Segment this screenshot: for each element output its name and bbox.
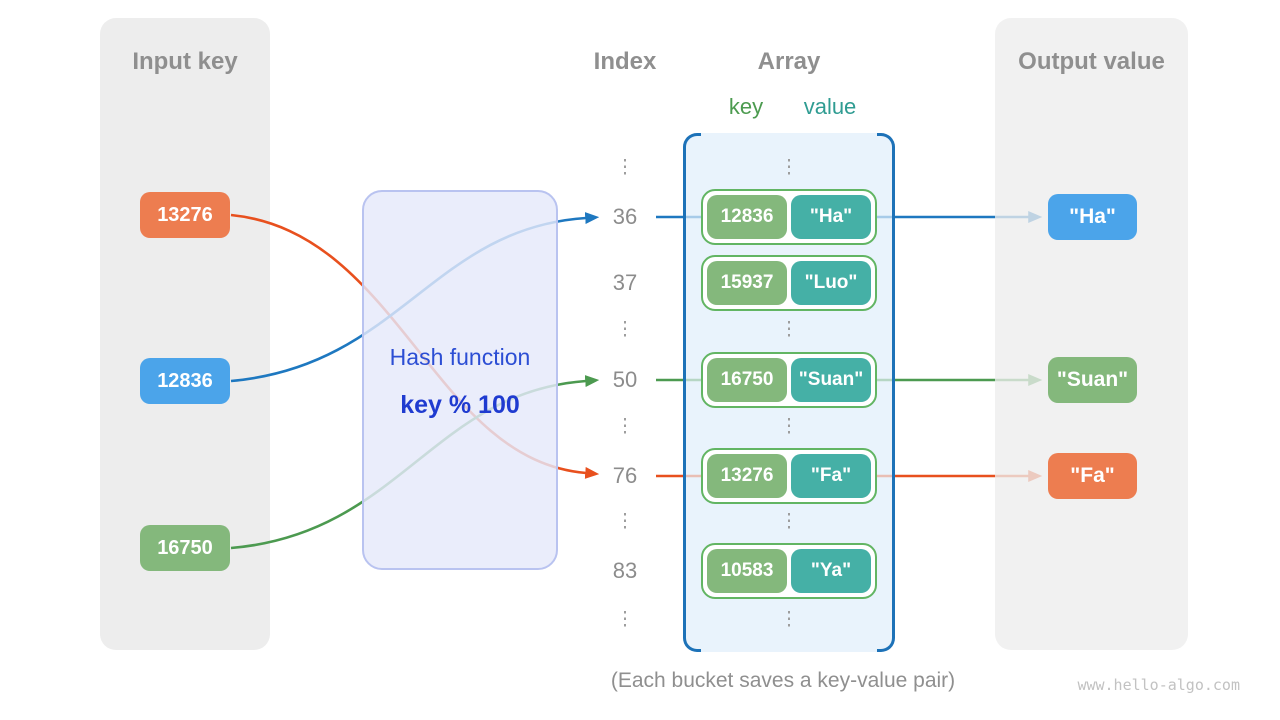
input-key-16750: 16750 [140,525,230,571]
array-title: Array [757,48,821,75]
bucket-key: 16750 [707,358,787,402]
output-value-suan: "Suan" [1048,357,1137,403]
index-ellipsis: ⋮ [615,157,635,178]
input-key-panel-title: Input key [132,48,238,75]
bucket-row: 16750 "Suan" [701,352,877,408]
index-ellipsis: ⋮ [615,319,635,340]
index-ellipsis: ⋮ [615,416,635,437]
output-value-panel-title: Output value [1018,48,1165,75]
bucket-value: "Luo" [791,261,871,305]
array-value-header: value [803,94,857,119]
bucket-row: 10583 "Ya" [701,543,877,599]
index-ellipsis: ⋮ [615,609,635,630]
array-right-bracket [877,133,895,652]
index-ellipsis: ⋮ [615,511,635,532]
input-key-12836: 12836 [140,358,230,404]
index-36: 36 [612,204,638,229]
bucket-row: 15937 "Luo" [701,255,877,311]
bucket-key: 12836 [707,195,787,239]
diagram-caption: (Each bucket saves a key-value pair) [610,669,956,692]
bucket-value: "Ha" [791,195,871,239]
index-column-title: Index [593,48,657,75]
bucket-row: 12836 "Ha" [701,189,877,245]
bucket-value: "Ya" [791,549,871,593]
output-value-ha: "Ha" [1048,194,1137,240]
array-ellipsis: ⋮ [779,511,799,532]
bucket-key: 13276 [707,454,787,498]
bucket-key: 15937 [707,261,787,305]
watermark: www.hello-algo.com [1077,676,1240,694]
index-83: 83 [612,558,638,583]
bucket-key: 10583 [707,549,787,593]
bucket-value: "Fa" [791,454,871,498]
array-ellipsis: ⋮ [779,319,799,340]
index-76: 76 [612,463,638,488]
hash-function-box [362,190,558,570]
hash-function-formula: key % 100 [400,391,520,419]
input-key-13276: 13276 [140,192,230,238]
array-ellipsis: ⋮ [779,416,799,437]
array-ellipsis: ⋮ [779,609,799,630]
array-ellipsis: ⋮ [779,157,799,178]
output-value-fa: "Fa" [1048,453,1137,499]
output-value-panel [995,18,1188,650]
bucket-row: 13276 "Fa" [701,448,877,504]
bucket-value: "Suan" [791,358,871,402]
index-50: 50 [612,367,638,392]
array-left-bracket [683,133,701,652]
hash-function-title: Hash function [389,344,531,370]
array-key-header: key [728,94,764,119]
index-37: 37 [612,270,638,295]
